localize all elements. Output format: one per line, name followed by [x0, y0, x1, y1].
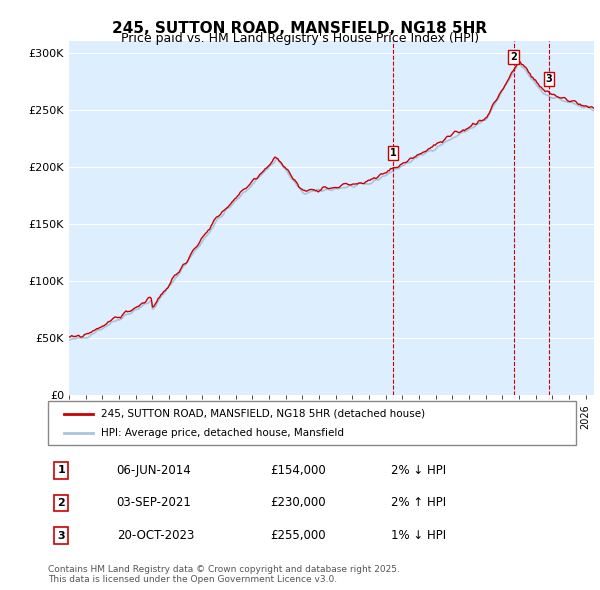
Text: 20-OCT-2023: 20-OCT-2023 — [116, 529, 194, 542]
Text: 2% ↑ HPI: 2% ↑ HPI — [391, 496, 446, 510]
Text: Contains HM Land Registry data © Crown copyright and database right 2025.
This d: Contains HM Land Registry data © Crown c… — [48, 565, 400, 584]
Text: 1% ↓ HPI: 1% ↓ HPI — [391, 529, 446, 542]
Text: £230,000: £230,000 — [270, 496, 325, 510]
Text: 1: 1 — [389, 148, 397, 158]
Text: £154,000: £154,000 — [270, 464, 326, 477]
Text: 3: 3 — [545, 74, 553, 84]
Text: 3: 3 — [58, 531, 65, 540]
Text: 2: 2 — [510, 51, 517, 61]
Text: 1: 1 — [58, 466, 65, 475]
Text: 245, SUTTON ROAD, MANSFIELD, NG18 5HR: 245, SUTTON ROAD, MANSFIELD, NG18 5HR — [112, 21, 488, 35]
Text: 245, SUTTON ROAD, MANSFIELD, NG18 5HR (detached house): 245, SUTTON ROAD, MANSFIELD, NG18 5HR (d… — [101, 409, 425, 418]
Text: 06-JUN-2014: 06-JUN-2014 — [116, 464, 191, 477]
Text: 2: 2 — [58, 498, 65, 508]
FancyBboxPatch shape — [48, 401, 576, 445]
Text: Price paid vs. HM Land Registry's House Price Index (HPI): Price paid vs. HM Land Registry's House … — [121, 32, 479, 45]
Text: 03-SEP-2021: 03-SEP-2021 — [116, 496, 191, 510]
Text: £255,000: £255,000 — [270, 529, 325, 542]
Text: 2% ↓ HPI: 2% ↓ HPI — [391, 464, 446, 477]
Text: HPI: Average price, detached house, Mansfield: HPI: Average price, detached house, Mans… — [101, 428, 344, 438]
